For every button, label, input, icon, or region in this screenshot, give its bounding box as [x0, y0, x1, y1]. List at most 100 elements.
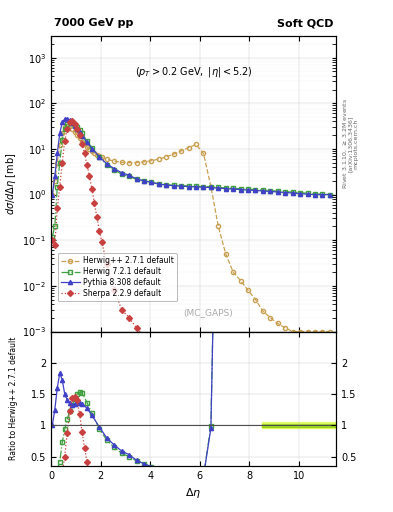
Herwig 7.2.1 default	[80, 130, 84, 136]
Pythia 8.308 default	[60, 119, 64, 125]
Pythia 8.308 default	[65, 116, 70, 122]
Herwig 7.2.1 default	[171, 182, 176, 188]
Herwig 7.2.1 default	[164, 182, 169, 188]
Pythia 8.308 default	[201, 184, 206, 190]
Herwig 7.2.1 default	[127, 174, 132, 180]
Pythia 8.308 default	[62, 116, 67, 122]
Pythia 8.308 default	[275, 189, 280, 195]
Line: Sherpa 2.2.9 default: Sherpa 2.2.9 default	[50, 119, 332, 475]
Pythia 8.308 default	[57, 130, 62, 136]
Pythia 8.308 default	[194, 184, 198, 190]
Herwig 7.2.1 default	[194, 183, 198, 189]
Pythia 8.308 default	[75, 126, 79, 132]
Line: Herwig 7.2.1 default: Herwig 7.2.1 default	[50, 120, 332, 239]
Herwig++ 2.7.1 default	[201, 151, 206, 157]
Herwig 7.2.1 default	[305, 190, 310, 196]
Herwig 7.2.1 default	[209, 184, 213, 190]
Herwig 7.2.1 default	[119, 171, 124, 177]
Pythia 8.308 default	[261, 188, 265, 194]
Herwig++ 2.7.1 default	[60, 130, 64, 136]
Pythia 8.308 default	[327, 191, 332, 198]
Herwig 7.2.1 default	[67, 119, 72, 125]
Pythia 8.308 default	[80, 133, 84, 139]
Sherpa 2.2.9 default	[327, 470, 332, 476]
Pythia 8.308 default	[171, 183, 176, 189]
Herwig 7.2.1 default	[253, 186, 258, 193]
Herwig++ 2.7.1 default	[186, 144, 191, 151]
Pythia 8.308 default	[209, 184, 213, 190]
Pythia 8.308 default	[105, 161, 109, 167]
Pythia 8.308 default	[127, 172, 132, 178]
Herwig 7.2.1 default	[75, 124, 79, 130]
Herwig 7.2.1 default	[62, 125, 67, 132]
Herwig 7.2.1 default	[55, 183, 60, 189]
Herwig 7.2.1 default	[268, 187, 273, 194]
Text: $(p_T > 0.2\ \mathrm{GeV},\ |\eta| < 5.2)$: $(p_T > 0.2\ \mathrm{GeV},\ |\eta| < 5.2…	[135, 66, 252, 79]
Sherpa 2.2.9 default	[97, 228, 102, 234]
Pythia 8.308 default	[90, 145, 94, 152]
Pythia 8.308 default	[223, 185, 228, 191]
Herwig 7.2.1 default	[298, 189, 303, 196]
Pythia 8.308 default	[67, 117, 72, 123]
Herwig++ 2.7.1 default	[134, 160, 139, 166]
Herwig 7.2.1 default	[72, 121, 77, 127]
Pythia 8.308 default	[70, 120, 75, 126]
Herwig 7.2.1 default	[112, 167, 117, 173]
Line: Herwig++ 2.7.1 default: Herwig++ 2.7.1 default	[50, 124, 332, 334]
Sherpa 2.2.9 default	[70, 118, 75, 124]
Pythia 8.308 default	[186, 183, 191, 189]
X-axis label: $\Delta\eta$: $\Delta\eta$	[185, 486, 202, 500]
Herwig++ 2.7.1 default	[65, 123, 70, 129]
Herwig 7.2.1 default	[50, 233, 55, 240]
Pythia 8.308 default	[97, 154, 102, 160]
Y-axis label: Ratio to Herwig++ 2.7.1 default: Ratio to Herwig++ 2.7.1 default	[9, 337, 18, 460]
Herwig 7.2.1 default	[312, 191, 317, 197]
Text: [arXiv:1306.3436]: [arXiv:1306.3436]	[348, 115, 353, 172]
Herwig 7.2.1 default	[52, 223, 57, 229]
Pythia 8.308 default	[77, 130, 82, 136]
Herwig 7.2.1 default	[261, 187, 265, 193]
Sherpa 2.2.9 default	[186, 356, 191, 362]
Text: (MC_GAPS): (MC_GAPS)	[183, 308, 233, 317]
Y-axis label: $d\sigma/d\Delta\eta$ [mb]: $d\sigma/d\Delta\eta$ [mb]	[4, 153, 18, 215]
Herwig 7.2.1 default	[290, 189, 295, 195]
Herwig 7.2.1 default	[149, 179, 154, 185]
Herwig 7.2.1 default	[60, 137, 64, 143]
Pythia 8.308 default	[50, 191, 55, 198]
Herwig 7.2.1 default	[90, 145, 94, 151]
Pythia 8.308 default	[312, 191, 317, 198]
Text: 7000 GeV pp: 7000 GeV pp	[54, 18, 133, 29]
Herwig 7.2.1 default	[223, 185, 228, 191]
Pythia 8.308 default	[55, 151, 60, 157]
Pythia 8.308 default	[238, 186, 243, 193]
Pythia 8.308 default	[283, 189, 288, 196]
Herwig 7.2.1 default	[179, 183, 184, 189]
Pythia 8.308 default	[298, 190, 303, 197]
Herwig 7.2.1 default	[57, 160, 62, 166]
Pythia 8.308 default	[246, 187, 250, 193]
Herwig 7.2.1 default	[186, 183, 191, 189]
Herwig 7.2.1 default	[84, 138, 89, 144]
Herwig 7.2.1 default	[283, 188, 288, 195]
Herwig 7.2.1 default	[231, 185, 235, 191]
Pythia 8.308 default	[305, 191, 310, 197]
Sherpa 2.2.9 default	[50, 237, 55, 243]
Herwig 7.2.1 default	[77, 127, 82, 133]
Herwig 7.2.1 default	[70, 120, 75, 126]
Herwig 7.2.1 default	[238, 186, 243, 192]
Herwig 7.2.1 default	[275, 188, 280, 194]
Pythia 8.308 default	[112, 165, 117, 172]
Herwig 7.2.1 default	[141, 178, 146, 184]
Herwig 7.2.1 default	[327, 191, 332, 198]
Pythia 8.308 default	[134, 176, 139, 182]
Herwig 7.2.1 default	[246, 186, 250, 193]
Pythia 8.308 default	[231, 186, 235, 192]
Pythia 8.308 default	[84, 139, 89, 145]
Pythia 8.308 default	[320, 191, 325, 198]
Pythia 8.308 default	[290, 190, 295, 196]
Sherpa 2.2.9 default	[134, 325, 139, 331]
Herwig 7.2.1 default	[216, 184, 221, 190]
Pythia 8.308 default	[149, 179, 154, 185]
Herwig 7.2.1 default	[105, 162, 109, 168]
Line: Pythia 8.308 default: Pythia 8.308 default	[50, 117, 332, 197]
